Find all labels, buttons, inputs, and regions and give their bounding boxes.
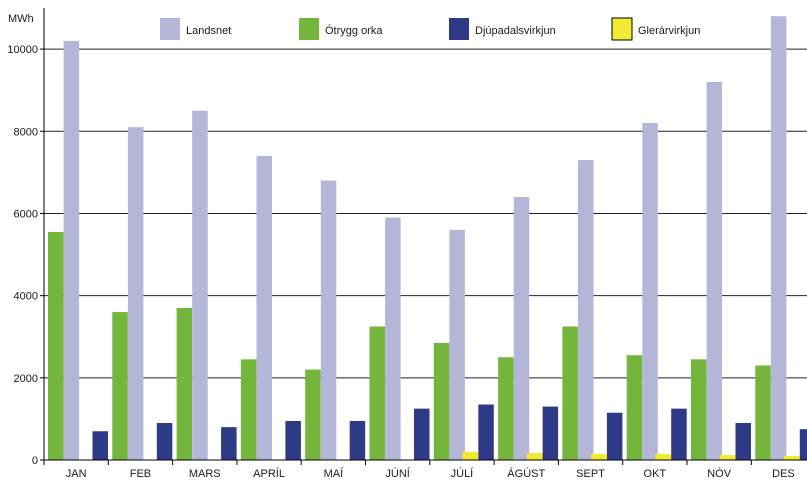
bar-landsnet-feb: [127, 127, 144, 460]
x-tick-label: DES: [772, 468, 795, 480]
bar-gler-rvirkjun-júlí: [462, 451, 479, 460]
bar-landsnet-júlí: [449, 229, 465, 460]
x-tick-label: JÚLÍ: [451, 467, 475, 480]
legend-swatch-otrygg-orka: [299, 18, 319, 40]
y-tick-label: 6000: [14, 208, 38, 220]
bars: [48, 16, 807, 461]
x-tick-label: FEB: [130, 468, 151, 480]
bar-dj-padalsvirkjun-nóv: [735, 423, 751, 460]
bar--trygg-orka-des: [755, 365, 771, 460]
x-tick-label: MARS: [189, 468, 221, 480]
bar-dj-padalsvirkjun-mars: [221, 427, 237, 460]
bar--trygg-orka-okt: [626, 355, 643, 460]
bar--trygg-orka-maí: [305, 369, 321, 460]
bar-landsnet-júní: [385, 217, 401, 460]
legend-label-glerarvirkjun: Glerárvirkjun: [638, 25, 700, 37]
bar-landsnet-okt: [642, 123, 658, 461]
bar-gler-rvirkjun-okt: [655, 453, 671, 460]
x-tick-label: NÓV: [707, 467, 732, 480]
bar-gler-rvirkjun-des: [784, 455, 800, 460]
bar-landsnet-apríl: [256, 155, 272, 460]
bar-landsnet-mars: [192, 110, 208, 461]
y-tick-label: 0: [32, 455, 38, 467]
bar-landsnet-jan: [63, 40, 80, 460]
bar-dj-padalsvirkjun-sept: [606, 412, 623, 460]
y-tick-label: 4000: [14, 291, 38, 303]
legend-label-landsnet: Landsnet: [186, 25, 231, 37]
bar--trygg-orka-ágúst: [498, 357, 514, 460]
bar-gler-rvirkjun-sept: [591, 453, 607, 460]
bar-landsnet-sept: [578, 160, 594, 460]
bar-dj-padalsvirkjun-júní: [414, 408, 430, 460]
x-tick-label: MAÍ: [324, 467, 345, 480]
x-tick-label: APRÍL: [253, 467, 285, 480]
x-tick-label: SEPT: [576, 468, 605, 480]
bar-landsnet-nóv: [706, 81, 723, 461]
bar-dj-padalsvirkjun-feb: [156, 423, 173, 460]
bar-gler-rvirkjun-ágúst: [526, 453, 543, 460]
bar--trygg-orka-júní: [369, 326, 385, 460]
bar--trygg-orka-feb: [112, 312, 128, 460]
legend: Landsnet Ótrygg orka Djúpadalsvirkjun Glerá…: [160, 17, 700, 41]
legend-swatch-glerarvirkjun: [611, 17, 633, 41]
bar--trygg-orka-apríl: [240, 359, 257, 460]
bar-landsnet-maí: [320, 180, 337, 460]
bar-dj-padalsvirkjun-maí: [349, 420, 366, 460]
bar--trygg-orka-júlí: [433, 342, 450, 460]
bar-dj-padalsvirkjun-júlí: [478, 404, 494, 460]
legend-label-otrygg-orka: Ótrygg orka: [325, 24, 383, 37]
y-tick-label: 8000: [14, 126, 38, 138]
bar--trygg-orka-sept: [562, 326, 578, 460]
x-tick-label: ÁGÚST: [507, 467, 545, 480]
y-tick-label: 10000: [7, 44, 38, 56]
bar--trygg-orka-jan: [48, 231, 64, 460]
bar-dj-padalsvirkjun-apríl: [285, 420, 301, 460]
bar--trygg-orka-mars: [176, 307, 193, 460]
bar-landsnet-des: [770, 16, 787, 461]
legend-swatch-landsnet: [160, 18, 180, 40]
x-tick-label: JAN: [66, 468, 87, 480]
bar-dj-padalsvirkjun-ágúst: [542, 406, 559, 460]
bar-dj-padalsvirkjun-okt: [671, 408, 687, 460]
legend-label-djupadalsvirkjun: Djúpadalsvirkjun: [475, 25, 556, 37]
x-tick-label: OKT: [644, 468, 667, 480]
bar-landsnet-ágúst: [513, 197, 530, 460]
bar-gler-rvirkjun-nóv: [719, 455, 736, 460]
bar-dj-padalsvirkjun-des: [799, 429, 807, 460]
y-axis-label: MWh: [8, 13, 34, 25]
y-axis-ticks: 0 2000 4000 6000 8000 10000: [7, 44, 44, 467]
y-tick-label: 2000: [14, 373, 38, 385]
legend-swatch-djupadalsvirkjun: [449, 18, 469, 40]
x-tick-label: JÚNÍ: [385, 467, 410, 480]
bar-dj-padalsvirkjun-jan: [92, 431, 108, 460]
gridlines: [44, 48, 807, 379]
x-axis-ticks: JAN FEB MARS APRÍL MAÍ JÚNÍ JÚLÍ ÁGÚST SEPT OKT NÓ…: [43, 460, 795, 480]
bar--trygg-orka-nóv: [691, 359, 707, 460]
